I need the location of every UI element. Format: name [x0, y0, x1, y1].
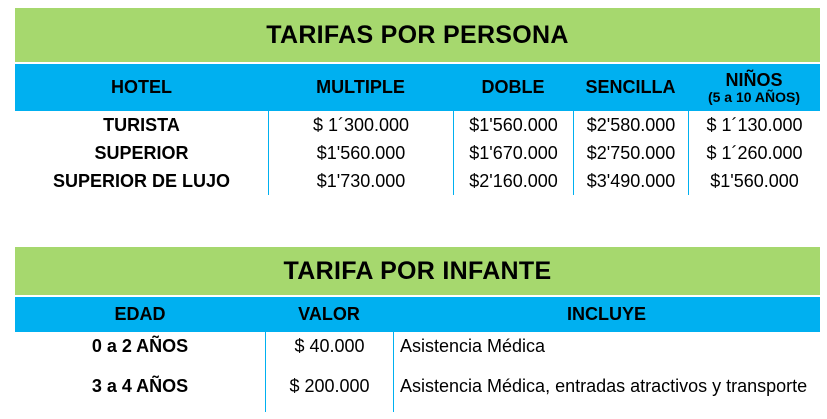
header-valor: VALOR [298, 304, 360, 324]
table-row: TURISTA $ 1´300.000 $1'560.000 $2'580.000 $ … [15, 111, 820, 139]
tarifas-por-persona-table: TARIFAS POR PERSONA HOTEL MULTIPLE DOBLE… [15, 8, 820, 195]
cell-sencilla: $3'490.000 [573, 167, 688, 195]
cell-doble: $1'560.000 [453, 111, 573, 139]
header-ninos-label: NIÑOS [725, 70, 783, 90]
table-header: EDAD VALOR INCLUYE [15, 297, 820, 332]
header-edad: EDAD [114, 304, 166, 324]
cell-hotel: TURISTA [103, 114, 180, 135]
cell-incluye: Asistencia Médica, entradas atractivos y… [393, 361, 820, 412]
table-header: HOTEL MULTIPLE DOBLE SENCILLA NIÑOS (5 a… [15, 64, 820, 111]
header-ninos: NIÑOS (5 a 10 AÑOS) [688, 70, 820, 105]
cell-multiple: $1'560.000 [268, 139, 453, 167]
cell-ninos: $ 1´130.000 [688, 111, 820, 139]
table-row: 3 a 4 AÑOS $ 200.000 Asistencia Médica, en… [15, 361, 820, 412]
cell-valor: $ 40.000 [265, 332, 393, 361]
tarifa-por-infante-table: TARIFA POR INFANTE EDAD VALOR INCLUYE 0 … [15, 247, 820, 412]
cell-doble: $2'160.000 [453, 167, 573, 195]
header-doble: DOBLE [481, 77, 545, 97]
cell-multiple: $1'730.000 [268, 167, 453, 195]
header-hotel: HOTEL [111, 77, 172, 97]
header-sencilla: SENCILLA [585, 77, 676, 97]
cell-ninos: $ 1´260.000 [688, 139, 820, 167]
cell-doble: $1'670.000 [453, 139, 573, 167]
cell-edad: 3 a 4 AÑOS [91, 376, 189, 396]
table-title: TARIFA POR INFANTE [15, 247, 820, 297]
header-multiple: MULTIPLE [316, 77, 405, 97]
cell-valor: $ 200.000 [265, 361, 393, 412]
header-incluye: INCLUYE [566, 304, 646, 324]
table-title: TARIFAS POR PERSONA [15, 8, 820, 64]
table-row: SUPERIOR $1'560.000 $1'670.000 $2'750.000 $ … [15, 139, 820, 167]
cell-ninos: $1'560.000 [688, 167, 820, 195]
cell-sencilla: $2'580.000 [573, 111, 688, 139]
cell-hotel: SUPERIOR [94, 142, 189, 163]
table-row: SUPERIOR DE LUJO $1'730.000 $2'160.000 $3'4… [15, 167, 820, 195]
cell-incluye: Asistencia Médica [393, 332, 820, 361]
cell-multiple: $ 1´300.000 [268, 111, 453, 139]
cell-edad: 0 a 2 AÑOS [91, 336, 189, 356]
table-row: 0 a 2 AÑOS $ 40.000 Asistencia Médica [15, 332, 820, 361]
cell-sencilla: $2'750.000 [573, 139, 688, 167]
cell-hotel: SUPERIOR DE LUJO [52, 170, 231, 191]
header-ninos-sub: (5 a 10 AÑOS) [707, 89, 801, 105]
